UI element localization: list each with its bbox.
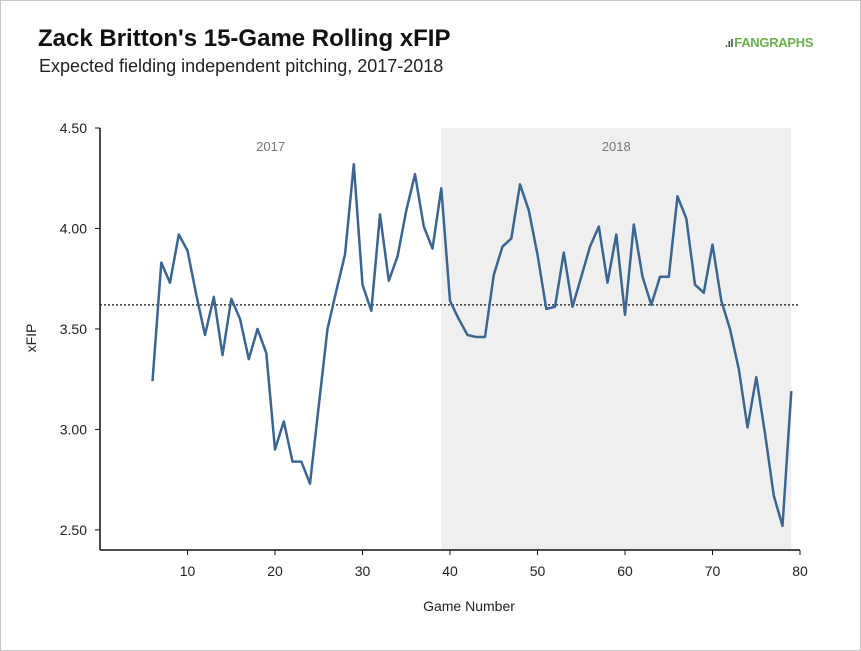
x-tick-label: 80 [792,563,808,579]
x-tick-label: 50 [530,563,546,579]
fangraphs-bars-icon: .ıl [725,38,734,50]
season-label-2017: 2017 [256,139,285,154]
chart-subtitle: Expected fielding independent pitching, … [39,56,444,76]
logo-text: FANGRAPHS [734,35,814,50]
y-axis: 2.50 3.00 3.50 4.00 4.50 [60,120,101,550]
x-tick-label: 20 [267,563,283,579]
x-tick-label: 10 [180,563,196,579]
y-axis-title: xFIP [23,324,39,353]
y-tick-label: 2.50 [60,522,87,538]
x-tick-label: 40 [442,563,458,579]
chart-title: Zack Britton's 15-Game Rolling xFIP [38,25,451,52]
y-tick-label: 3.00 [60,421,87,437]
x-axis-title: Game Number [423,598,515,614]
season-labels: 2017 2018 [256,139,631,154]
season-label-2018: 2018 [602,139,631,154]
y-tick-label: 4.00 [60,220,87,236]
season-2018-shade [441,128,792,550]
y-tick-label: 4.50 [60,120,87,136]
x-tick-label: 70 [705,563,721,579]
x-axis: 10 20 30 40 50 60 70 80 [100,549,808,579]
y-tick-label: 3.50 [60,321,87,337]
x-tick-label: 30 [355,563,371,579]
x-tick-label: 60 [617,563,633,579]
xfip-series-line [151,162,793,528]
fangraphs-logo: .ılFANGRAPHS [725,35,814,50]
